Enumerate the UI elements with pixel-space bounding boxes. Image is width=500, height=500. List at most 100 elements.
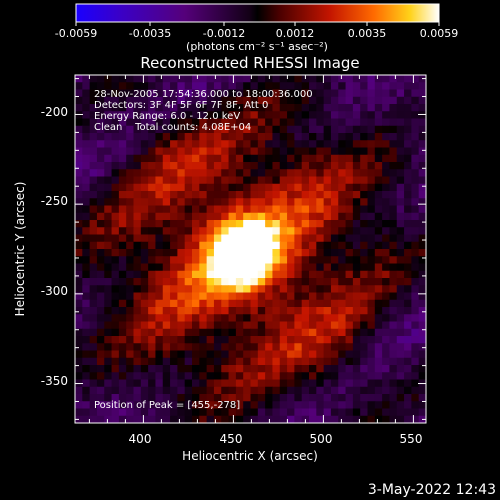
heatmap-cell [418, 321, 426, 330]
heatmap-cell [404, 386, 412, 395]
heatmap-cell [374, 154, 383, 163]
heatmap-cell [279, 372, 288, 381]
heatmap-cell [155, 234, 164, 243]
heatmap-cell [111, 343, 120, 352]
heatmap-cell [360, 328, 369, 337]
heatmap-cell [396, 125, 405, 134]
heatmap-cell [294, 307, 303, 315]
heatmap-cell [309, 379, 317, 388]
heatmap-cell [82, 270, 91, 279]
heatmap-cell [367, 314, 376, 323]
heatmap-cell [338, 111, 347, 120]
heatmap-cell [75, 89, 83, 98]
heatmap-cell [265, 263, 274, 272]
heatmap-cell [389, 278, 398, 286]
heatmap-cell [228, 227, 237, 236]
heatmap-cell [250, 104, 259, 112]
heatmap-cell [250, 154, 259, 163]
heatmap-cell [352, 292, 361, 301]
heatmap-cell [279, 176, 288, 185]
heatmap-cell [206, 140, 215, 149]
heatmap-cell [316, 256, 325, 265]
heatmap-cell [323, 336, 332, 344]
heatmap-cell [389, 89, 398, 98]
heatmap-cell [404, 234, 412, 243]
heatmap-cell [294, 379, 303, 388]
heatmap-cell [148, 307, 157, 315]
heatmap-cell [184, 314, 193, 323]
heatmap-cell [140, 314, 149, 323]
heatmap-cell [257, 372, 266, 381]
heatmap-cell [148, 154, 157, 163]
heatmap-cell [206, 82, 215, 91]
heatmap-cell [382, 96, 391, 105]
heatmap-cell [316, 198, 325, 207]
heatmap-cell [155, 183, 164, 192]
heatmap-cell [411, 198, 420, 207]
heatmap-cell [170, 147, 178, 156]
heatmap-cell [367, 241, 376, 250]
heatmap-cell [177, 256, 186, 265]
heatmap-cell [104, 191, 113, 199]
heatmap-cell [294, 328, 303, 337]
heatmap-cell [133, 89, 142, 98]
heatmap-cell [389, 176, 398, 185]
heatmap-cell [418, 212, 426, 221]
heatmap-cell [345, 292, 354, 301]
heatmap-cell [133, 183, 142, 192]
heatmap-cell [213, 118, 222, 127]
heatmap-cell [301, 256, 310, 265]
heatmap-cell [279, 307, 288, 315]
heatmap-cell [192, 386, 200, 395]
heatmap-cell [162, 263, 171, 272]
heatmap-cell [309, 96, 317, 105]
heatmap-cell [374, 270, 383, 279]
heatmap-cell [287, 75, 295, 83]
heatmap-cell [89, 212, 98, 221]
x-tick-label: 450 [220, 432, 243, 446]
heatmap-cell [155, 205, 164, 214]
heatmap-cell [162, 227, 171, 236]
heatmap-cell [148, 133, 157, 141]
heatmap-cell [206, 241, 215, 250]
heatmap-cell [192, 350, 200, 359]
heatmap-cell [294, 162, 303, 170]
heatmap-cell [360, 386, 369, 395]
heatmap-cell [82, 212, 91, 221]
heatmap-cell [374, 379, 383, 388]
heatmap-cell [170, 154, 178, 163]
heatmap-cell [170, 104, 178, 112]
heatmap-cell [396, 104, 405, 112]
heatmap-cell [382, 307, 391, 315]
heatmap-cell [374, 408, 383, 417]
heatmap-cell [177, 336, 186, 344]
heatmap-cell [382, 82, 391, 91]
heatmap-cell [96, 336, 105, 344]
heatmap-cell [118, 111, 127, 120]
heatmap-cell [155, 307, 164, 315]
heatmap-cell [126, 96, 135, 105]
heatmap-cell [206, 314, 215, 323]
heatmap-cell [148, 227, 157, 236]
heatmap-cell [338, 285, 347, 294]
heatmap-cell [309, 154, 317, 163]
heatmap-cell [104, 104, 113, 112]
heatmap-cell [338, 328, 347, 337]
heatmap-cell [418, 372, 426, 381]
heatmap-cell [345, 343, 354, 352]
heatmap-cell [323, 89, 332, 98]
heatmap-cell [148, 82, 157, 91]
heatmap-cell [330, 365, 339, 373]
heatmap-cell [279, 278, 288, 286]
heatmap-cell [411, 75, 420, 83]
heatmap-cell [177, 372, 186, 381]
heatmap-cell [411, 118, 420, 127]
heatmap-cell [133, 176, 142, 185]
heatmap-cell [374, 89, 383, 98]
heatmap-cell [389, 415, 398, 423]
heatmap-cell [330, 415, 339, 423]
heatmap-cell [228, 415, 237, 423]
heatmap-cell [279, 220, 288, 228]
heatmap-cell [199, 176, 208, 185]
heatmap-cell [104, 394, 113, 402]
